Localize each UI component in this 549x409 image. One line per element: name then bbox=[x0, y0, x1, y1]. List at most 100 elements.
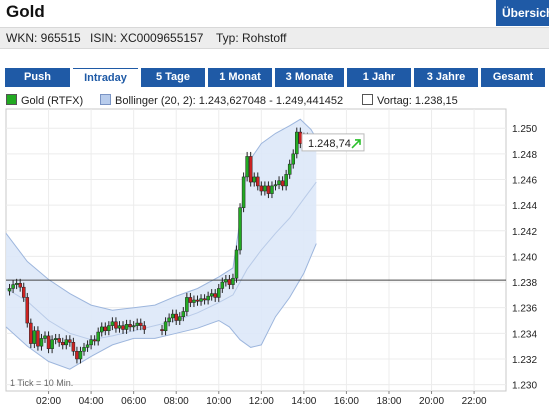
candle-body bbox=[178, 316, 182, 321]
candle-body bbox=[135, 322, 139, 326]
x-tick-label: 22:00 bbox=[462, 396, 487, 407]
candle-body bbox=[195, 299, 200, 302]
x-tick-label: 02:00 bbox=[36, 396, 61, 407]
candle-body bbox=[46, 335, 51, 349]
candle-body bbox=[266, 185, 271, 194]
candle-body bbox=[75, 351, 79, 360]
last-value-box bbox=[301, 133, 365, 152]
candle-body bbox=[128, 324, 132, 328]
gold-swatch-icon bbox=[6, 94, 17, 105]
up-arrow-icon bbox=[351, 139, 361, 149]
candle-body bbox=[259, 185, 264, 192]
candle-body bbox=[213, 293, 217, 298]
y-tick-label: 1.244 bbox=[512, 201, 537, 212]
y-tick-label: 1.248 bbox=[512, 150, 537, 161]
candle-body bbox=[298, 131, 303, 144]
candle-body bbox=[29, 322, 33, 344]
candle-body bbox=[121, 325, 125, 330]
bollinger-middle-line bbox=[5, 181, 317, 341]
candle-body bbox=[256, 176, 260, 187]
candle-body bbox=[68, 339, 72, 343]
candle-body bbox=[78, 351, 83, 360]
candle-body bbox=[284, 174, 288, 187]
legend-bollinger-label: Bollinger (20, 2): 1.243,627048 - 1.249,… bbox=[115, 95, 344, 107]
legend-bollinger: Bollinger (20, 2): 1.243,627048 - 1.249,… bbox=[100, 94, 343, 107]
x-tick-label: 14:00 bbox=[291, 396, 316, 407]
candle-body bbox=[124, 324, 129, 330]
x-tick-label: 12:00 bbox=[249, 396, 274, 407]
tab-1-monat[interactable]: 1 Monat bbox=[208, 68, 272, 87]
candle-body bbox=[245, 156, 249, 178]
x-tick-label: 06:00 bbox=[121, 396, 146, 407]
legend-gold: Gold (RTFX) bbox=[6, 94, 83, 107]
candle-body bbox=[110, 321, 115, 326]
candle-body bbox=[248, 156, 253, 183]
tab-5-tage[interactable]: 5 Tage bbox=[141, 68, 205, 87]
candle-body bbox=[96, 331, 100, 342]
candle-body bbox=[238, 207, 242, 251]
legend-vortag: Vortag: 1.238,15 bbox=[362, 94, 458, 107]
tab-1-jahr[interactable]: 1 Jahr bbox=[347, 68, 411, 87]
tab-3-monate[interactable]: 3 Monate bbox=[275, 68, 344, 87]
page-title: Gold bbox=[6, 2, 45, 21]
candle-body bbox=[25, 297, 30, 324]
candle-body bbox=[163, 321, 168, 332]
candle-body bbox=[142, 325, 147, 330]
candle-body bbox=[99, 326, 104, 333]
candle-body bbox=[287, 163, 292, 175]
candle-body bbox=[231, 277, 235, 285]
candle-body bbox=[234, 249, 239, 279]
candle-body bbox=[188, 297, 193, 303]
tab-3-jahre[interactable]: 3 Jahre bbox=[414, 68, 478, 87]
candle-body bbox=[181, 311, 186, 317]
candle-body bbox=[295, 131, 299, 155]
y-tick-label: 1.242 bbox=[512, 227, 537, 238]
candle-body bbox=[18, 283, 22, 288]
candle-body bbox=[241, 176, 246, 208]
bollinger-band-area bbox=[6, 119, 317, 370]
x-tick-label: 08:00 bbox=[164, 396, 189, 407]
wkn-label: WKN: 965515 bbox=[6, 31, 81, 45]
y-tick-label: 1.240 bbox=[512, 252, 537, 263]
candle-body bbox=[192, 299, 196, 303]
y-tick-label: 1.232 bbox=[512, 355, 537, 366]
candle-body bbox=[170, 313, 175, 319]
last-value-label: 1.248,74 bbox=[308, 138, 351, 150]
x-tick-label: 04:00 bbox=[79, 396, 104, 407]
candle-body bbox=[32, 330, 37, 344]
candle-body bbox=[7, 288, 12, 292]
candle-body bbox=[36, 330, 40, 347]
y-tick-label: 1.236 bbox=[512, 304, 537, 315]
candle-body bbox=[199, 298, 203, 302]
tab-push[interactable]: Push bbox=[5, 68, 70, 87]
candle-body bbox=[209, 293, 214, 297]
vortag-swatch-icon bbox=[362, 94, 373, 105]
y-tick-label: 1.246 bbox=[512, 176, 537, 187]
candle-body bbox=[280, 180, 285, 187]
x-tick-label: 10:00 bbox=[206, 396, 231, 407]
candle-body bbox=[103, 326, 108, 332]
candle-body bbox=[217, 288, 221, 298]
tab-intraday[interactable]: Intraday bbox=[73, 68, 138, 87]
candle-body bbox=[224, 279, 228, 283]
candle-body bbox=[252, 176, 256, 183]
candle-body bbox=[89, 339, 93, 346]
candle-body bbox=[71, 342, 76, 352]
candle-body bbox=[57, 338, 61, 343]
bollinger-upper-line bbox=[5, 118, 317, 311]
candle-body bbox=[43, 335, 47, 339]
candle-body bbox=[85, 344, 90, 348]
y-tick-label: 1.234 bbox=[512, 329, 537, 340]
tab-gesamt[interactable]: Gesamt bbox=[481, 68, 545, 87]
overview-button[interactable]: Übersicht bbox=[496, 0, 549, 26]
candle-body bbox=[139, 322, 143, 326]
candle-body bbox=[131, 325, 136, 328]
tick-note: 1 Tick = 10 Min. bbox=[10, 378, 73, 388]
candle-body bbox=[64, 339, 69, 346]
candle-body bbox=[82, 347, 86, 352]
candle-body bbox=[107, 325, 111, 332]
candle-body bbox=[167, 317, 171, 323]
security-info-bar: WKN: 965515 ISIN: XC0009655157 Typ: Rohs… bbox=[0, 27, 549, 49]
x-tick-label: 16:00 bbox=[334, 396, 359, 407]
